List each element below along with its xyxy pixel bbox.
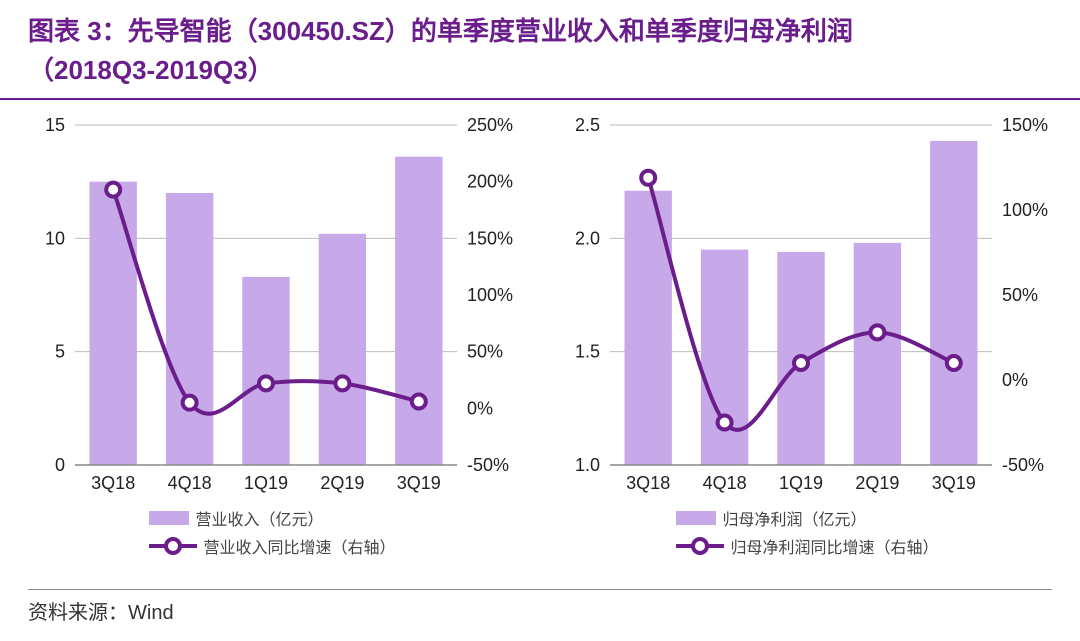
svg-text:250%: 250% [467, 115, 513, 135]
left-legend-line-label: 营业收入同比增速（右轴） [203, 534, 395, 558]
svg-text:100%: 100% [1002, 200, 1048, 220]
svg-text:4Q18: 4Q18 [168, 473, 212, 493]
source-label: 资料来源：Wind [28, 589, 1052, 625]
svg-text:2.0: 2.0 [575, 228, 600, 248]
svg-text:1.0: 1.0 [575, 455, 600, 475]
charts-row: 051015-50%0%50%100%150%200%250%3Q184Q181… [0, 100, 1080, 558]
right-legend: 归母净利润（亿元） 归母净利润同比增速（右轴） [676, 506, 938, 558]
title-line-1: 图表 3：先导智能（300450.SZ）的单季度营业收入和单季度归母净利润 [28, 16, 853, 46]
left-chart-cell: 0 5 10 15 -50% 0% 50% 100% 150% 200% 250% 3Q18 4Q18 1… [20, 110, 525, 558]
svg-text:50%: 50% [467, 342, 503, 362]
bar-swatch-icon [676, 511, 716, 525]
svg-text:15: 15 [45, 115, 65, 135]
right-legend-line: 归母净利润同比增速（右轴） [676, 534, 938, 558]
bar-swatch-icon [149, 511, 189, 525]
line-swatch-icon [676, 537, 724, 555]
svg-text:-50%: -50% [1002, 455, 1044, 475]
right-legend-bar-label: 归母净利润（亿元） [722, 506, 866, 530]
svg-text:1Q19: 1Q19 [244, 473, 288, 493]
figure-container: 图表 3：先导智能（300450.SZ）的单季度营业收入和单季度归母净利润 （2… [0, 0, 1080, 641]
svg-text:2Q19: 2Q19 [855, 473, 899, 493]
line-swatch-icon [149, 537, 197, 555]
svg-text:3Q18: 3Q18 [626, 473, 670, 493]
svg-text:0: 0 [55, 455, 65, 475]
left-legend-bar: 营业收入（亿元） [149, 506, 323, 530]
right-legend-line-label: 归母净利润同比增速（右轴） [730, 534, 938, 558]
svg-text:2.5: 2.5 [575, 115, 600, 135]
svg-text:1Q19: 1Q19 [779, 473, 823, 493]
figure-title: 图表 3：先导智能（300450.SZ）的单季度营业收入和单季度归母净利润 （2… [0, 0, 1080, 100]
right-chart-svg: 1.0 1.5 2.0 2.5 -50% 0% 50% 100% 150% 3Q18 4Q18 1Q1… [555, 110, 1060, 500]
svg-text:50%: 50% [1002, 285, 1038, 305]
svg-text:2Q19: 2Q19 [320, 473, 364, 493]
left-chart-svg: 0 5 10 15 -50% 0% 50% 100% 150% 200% 250% 3Q18 4Q18 1… [20, 110, 525, 500]
svg-text:-50%: -50% [467, 455, 509, 475]
title-line-2: （2018Q3-2019Q3） [28, 55, 274, 85]
svg-text:3Q19: 3Q19 [932, 473, 976, 493]
svg-text:1.5: 1.5 [575, 342, 600, 362]
svg-text:5: 5 [55, 342, 65, 362]
svg-text:150%: 150% [467, 228, 513, 248]
svg-text:200%: 200% [467, 172, 513, 192]
svg-text:3Q19: 3Q19 [397, 473, 441, 493]
right-chart-cell: 1.0 1.5 2.0 2.5 -50% 0% 50% 100% 150% 3Q18 4Q18 1Q1… [555, 110, 1060, 558]
right-legend-bar: 归母净利润（亿元） [676, 506, 866, 530]
left-legend-line: 营业收入同比增速（右轴） [149, 534, 395, 558]
svg-text:4Q18: 4Q18 [703, 473, 747, 493]
svg-text:3Q18: 3Q18 [91, 473, 135, 493]
svg-text:0%: 0% [1002, 370, 1028, 390]
svg-text:10: 10 [45, 228, 65, 248]
left-legend: 营业收入（亿元） 营业收入同比增速（右轴） [149, 506, 395, 558]
left-legend-bar-label: 营业收入（亿元） [195, 506, 323, 530]
svg-text:100%: 100% [467, 285, 513, 305]
svg-text:0%: 0% [467, 398, 493, 418]
svg-text:150%: 150% [1002, 115, 1048, 135]
